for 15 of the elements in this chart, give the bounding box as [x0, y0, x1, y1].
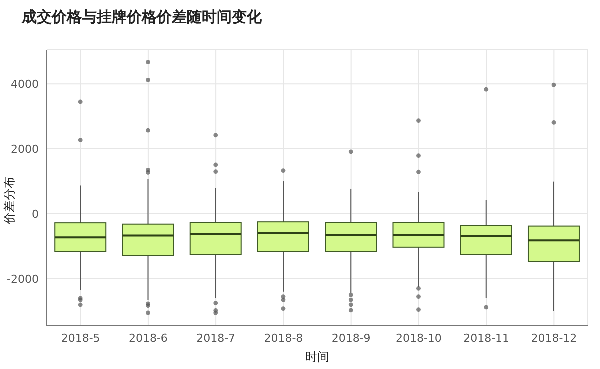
y-tick-label: -2000 — [7, 272, 39, 286]
chart-title: 成交价格与挂牌价格价差随时间变化 — [22, 8, 262, 27]
y-tick-label: 0 — [32, 208, 39, 221]
x-tick-label: 2018-10 — [396, 332, 442, 345]
x-tick-label: 2018-9 — [332, 332, 371, 345]
y-axis-title: 价差分布 — [2, 176, 18, 224]
x-tick-label: 2018-8 — [264, 332, 304, 345]
y-tick-label: 2000 — [11, 142, 39, 156]
y-tick-label: 4000 — [11, 78, 39, 91]
x-tick-label: 2018-7 — [196, 332, 236, 345]
x-axis-title: 时间 — [304, 349, 330, 366]
x-tick-label: 2018-5 — [61, 332, 100, 345]
x-tick-label: 2018-6 — [128, 332, 168, 345]
x-tick-label: 2018-12 — [531, 332, 578, 345]
x-tick-label: 2018-11 — [464, 332, 510, 345]
